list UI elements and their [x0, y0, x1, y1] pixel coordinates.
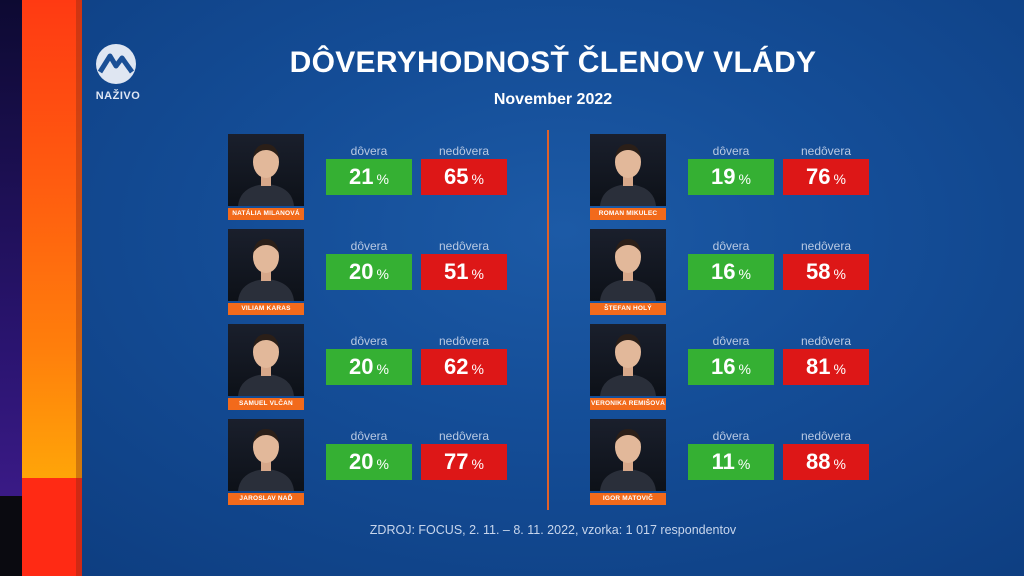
source-note: ZDROJ: FOCUS, 2. 11. – 8. 11. 2022, vzor…	[369, 523, 737, 537]
minister-photo	[228, 419, 304, 491]
distrust-value-box: 65%	[421, 159, 507, 195]
distrust-value-box-percent-sign: %	[833, 456, 846, 472]
portrait-icon	[238, 429, 294, 491]
portrait-icon	[238, 144, 294, 206]
trust-value-box-percent-sign: %	[738, 266, 751, 282]
trust-value-box-value: 20	[349, 354, 374, 379]
minister-name: JAROSLAV NAĎ	[228, 493, 304, 505]
trust-value-box-value: 20	[349, 449, 374, 474]
minister-name: VILIAM KARAS	[228, 303, 304, 315]
distrust-value-box-percent-sign: %	[833, 361, 846, 377]
distrust-value-box: 76%	[783, 159, 869, 195]
distrust-value-box: 88%	[783, 444, 869, 480]
trust-value-box: 21%	[326, 159, 412, 195]
left-edge-strip	[0, 0, 22, 496]
minister-photo	[590, 324, 666, 396]
minister-name: ROMAN MIKULEC	[590, 208, 666, 220]
distrust-value-box-percent-sign: %	[471, 266, 484, 282]
trust-value-box: 19%	[688, 159, 774, 195]
portrait-icon	[600, 144, 656, 206]
trust-label: dôvera	[712, 334, 750, 348]
trust-value-box: 16%	[688, 349, 774, 385]
distrust-value-box-value: 77	[444, 449, 469, 474]
distrust-value-box: 58%	[783, 254, 869, 290]
distrust-value-box-percent-sign: %	[833, 266, 846, 282]
distrust-value-box-value: 88	[806, 449, 831, 474]
portrait-icon	[600, 239, 656, 301]
portrait-icon	[238, 239, 294, 301]
distrust-label: nedôvera	[438, 334, 490, 348]
trust-label: dôvera	[712, 144, 750, 158]
distrust-value-box-percent-sign: %	[471, 171, 484, 187]
trust-value-box: 11%	[688, 444, 774, 480]
distrust-value-box: 77%	[421, 444, 507, 480]
distrust-value-box-percent-sign: %	[471, 361, 484, 377]
trust-value-box-value: 19	[711, 164, 736, 189]
distrust-label: nedôvera	[438, 144, 490, 158]
minister-name: IGOR MATOVIČ	[590, 493, 666, 505]
live-label: NAŽIVO	[95, 90, 141, 102]
distrust-value-box: 51%	[421, 254, 507, 290]
minister-photo	[590, 134, 666, 206]
trust-label: dôvera	[350, 144, 388, 158]
portrait-icon	[238, 334, 294, 396]
trust-value-box-value: 11	[711, 449, 735, 474]
distrust-value-box: 81%	[783, 349, 869, 385]
minister-name: NATÁLIA MILANOVÁ	[228, 208, 304, 220]
minister-photo	[590, 419, 666, 491]
trust-value-box-value: 16	[711, 354, 736, 379]
portrait-icon	[600, 429, 656, 491]
trust-value-box-value: 21	[349, 164, 374, 189]
trust-label: dôvera	[350, 429, 388, 443]
distrust-value-box-value: 51	[444, 259, 469, 284]
trust-value-box: 20%	[326, 254, 412, 290]
distrust-value-box: 62%	[421, 349, 507, 385]
left-edge-dark	[0, 496, 22, 576]
distrust-label: nedôvera	[438, 239, 490, 253]
band-shadow	[76, 0, 82, 576]
trust-value-box-percent-sign: %	[738, 361, 751, 377]
distrust-value-box-percent-sign: %	[833, 171, 846, 187]
trust-label: dôvera	[350, 334, 388, 348]
trust-value-box-percent-sign: %	[376, 266, 389, 282]
minister-photo	[228, 324, 304, 396]
minister-photo	[228, 229, 304, 301]
distrust-label: nedôvera	[800, 334, 852, 348]
trust-value-box-percent-sign: %	[737, 456, 751, 472]
distrust-value-box-value: 58	[806, 259, 831, 284]
distrust-label: nedôvera	[800, 144, 852, 158]
trust-value-box-value: 20	[349, 259, 374, 284]
minister-photo	[228, 134, 304, 206]
trust-value-box: 16%	[688, 254, 774, 290]
trust-label: dôvera	[712, 429, 750, 443]
minister-name: SAMUEL VLČAN	[228, 398, 304, 410]
trust-value-box-percent-sign: %	[376, 361, 389, 377]
trust-label: dôvera	[350, 239, 388, 253]
distrust-value-box-value: 81	[806, 354, 831, 379]
portrait-icon	[600, 334, 656, 396]
trust-label: dôvera	[712, 239, 750, 253]
trust-value-box-value: 16	[711, 259, 736, 284]
chart-subtitle: November 2022	[493, 91, 613, 108]
distrust-label: nedôvera	[800, 239, 852, 253]
chart-title: DÔVERYHODNOSŤ ČLENOV VLÁDY	[289, 46, 817, 79]
distrust-label: nedôvera	[800, 429, 852, 443]
distrust-label: nedôvera	[438, 429, 490, 443]
distrust-value-box-value: 65	[444, 164, 469, 189]
trust-value-box: 20%	[326, 349, 412, 385]
tv-channel-logo-icon	[96, 44, 136, 84]
distrust-value-box-value: 76	[806, 164, 831, 189]
trust-value-box: 20%	[326, 444, 412, 480]
column-divider	[547, 130, 549, 510]
trust-value-box-percent-sign: %	[376, 171, 389, 187]
distrust-value-box-percent-sign: %	[471, 456, 484, 472]
trust-value-box-percent-sign: %	[376, 456, 389, 472]
minister-photo	[590, 229, 666, 301]
minister-name: ŠTEFAN HOLÝ	[590, 303, 666, 315]
orange-band-bottom	[22, 478, 82, 576]
distrust-value-box-value: 62	[444, 354, 469, 379]
minister-name: VERONIKA REMIŠOVÁ	[590, 398, 666, 410]
trust-value-box-percent-sign: %	[738, 171, 751, 187]
